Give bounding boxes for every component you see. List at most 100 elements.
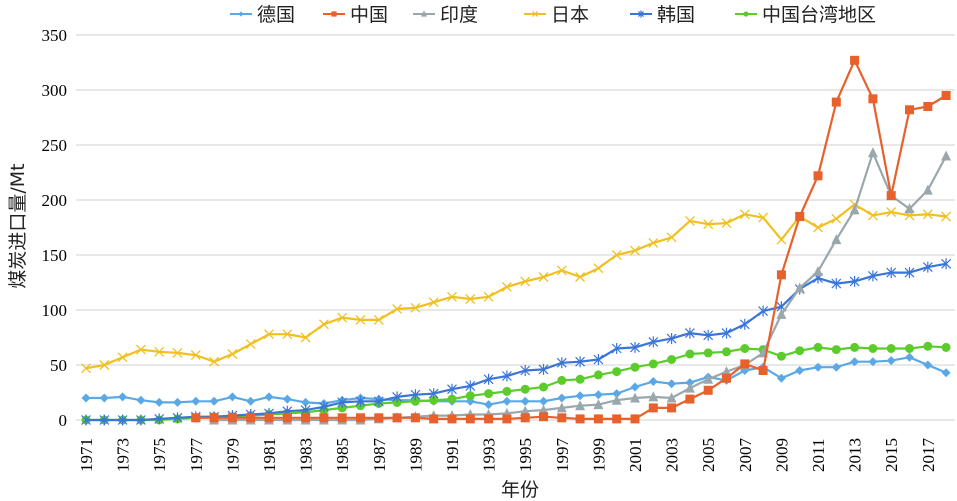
data-point [337,413,347,423]
data-point [99,414,110,426]
data-point [227,349,238,359]
data-point [941,258,952,270]
data-point [118,392,128,402]
legend-item: 德国 [230,4,295,26]
data-point [318,319,329,330]
y-tick-label: 100 [42,301,68,320]
x-tick-label: 1971 [77,438,96,472]
x-tick-label: 1987 [370,438,389,473]
data-point [666,333,677,345]
data-point [923,341,933,351]
data-point [465,294,476,304]
data-point [502,414,512,424]
data-point [575,272,586,282]
data-point [190,350,201,361]
data-point [227,392,237,402]
data-point [264,329,274,340]
data-point [191,413,201,423]
data-point [740,344,750,353]
data-point [337,312,348,323]
data-point [868,344,878,353]
data-point [209,396,219,406]
data-point [922,184,933,195]
data-point [356,413,365,423]
data-point [520,276,531,287]
data-point [886,344,896,353]
data-point [557,393,567,403]
data-point [484,400,494,410]
data-point [465,380,476,392]
data-point [849,204,860,215]
data-point [337,396,348,408]
data-point [886,267,897,279]
x-tick-label: 1997 [553,438,572,473]
legend-item: 韩国 [630,4,695,26]
series-line [86,345,947,422]
data-point [776,373,786,383]
data-point [941,91,951,100]
x-tick-label: 1989 [406,438,425,472]
x-tick-label: 1983 [297,438,316,472]
data-point [667,403,677,413]
data-point [666,392,677,403]
data-point [483,291,494,302]
data-point [539,382,548,392]
data-point [556,265,567,276]
data-point [539,396,548,406]
data-point [428,297,439,308]
data-point [831,97,841,107]
data-point [465,391,475,401]
data-point [648,359,658,369]
data-point [722,373,731,383]
data-point [538,272,549,282]
data-point [867,210,878,221]
data-point [501,370,512,382]
y-tick-label: 150 [42,246,68,265]
x-tick-label: 2015 [882,438,901,472]
data-point [905,105,914,115]
legend-marker [743,11,749,17]
data-point [593,390,603,400]
data-point [501,281,512,292]
data-point [429,414,439,424]
data-point [941,211,952,222]
data-point [867,270,878,282]
data-point [373,395,384,407]
data-point [99,360,110,370]
data-point [447,383,457,395]
data-point [483,373,494,385]
data-point [941,150,952,161]
data-point [99,393,109,403]
legend-label: 德国 [257,4,295,26]
data-point [630,392,640,403]
data-point [850,55,860,65]
legend-label: 中国 [350,4,388,26]
data-point [81,363,91,374]
data-point [575,400,586,411]
data-point [191,396,201,406]
data-point [429,395,439,405]
data-point [831,362,841,372]
data-point [868,357,878,367]
y-tick-label: 0 [59,411,68,430]
data-point [154,397,164,407]
data-point [520,413,530,423]
data-point [721,366,732,377]
data-point [319,413,329,423]
data-point [813,171,823,181]
data-point [886,356,896,366]
y-tick-label: 200 [42,191,68,210]
data-point [831,345,841,355]
legend-item: 印度 [413,4,478,26]
data-point [593,414,603,424]
data-point [722,347,731,357]
data-point [886,207,897,218]
data-point [575,374,585,384]
data-point [245,339,256,350]
data-point [557,375,567,385]
data-point [630,245,640,256]
data-point [667,355,677,364]
data-point [209,413,219,423]
data-point [373,314,384,325]
